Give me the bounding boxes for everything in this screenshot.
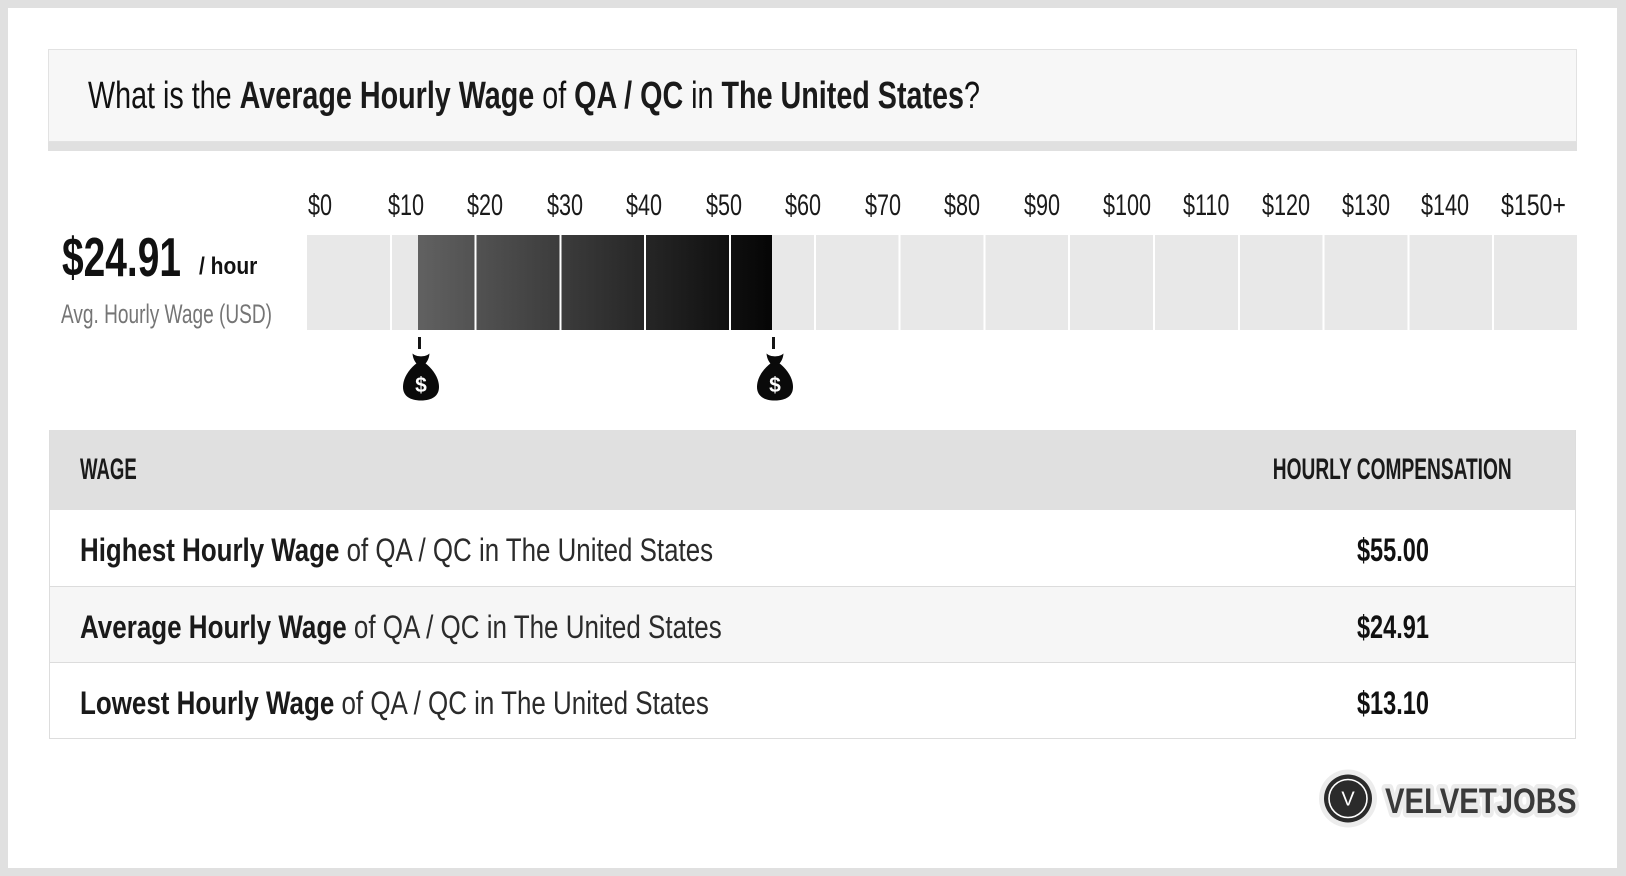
- svg-text:$: $: [415, 373, 427, 396]
- svg-text:$: $: [769, 373, 781, 396]
- svg-text:VELVETJOBS: VELVETJOBS: [1385, 782, 1576, 821]
- svg-text:V: V: [1341, 789, 1355, 811]
